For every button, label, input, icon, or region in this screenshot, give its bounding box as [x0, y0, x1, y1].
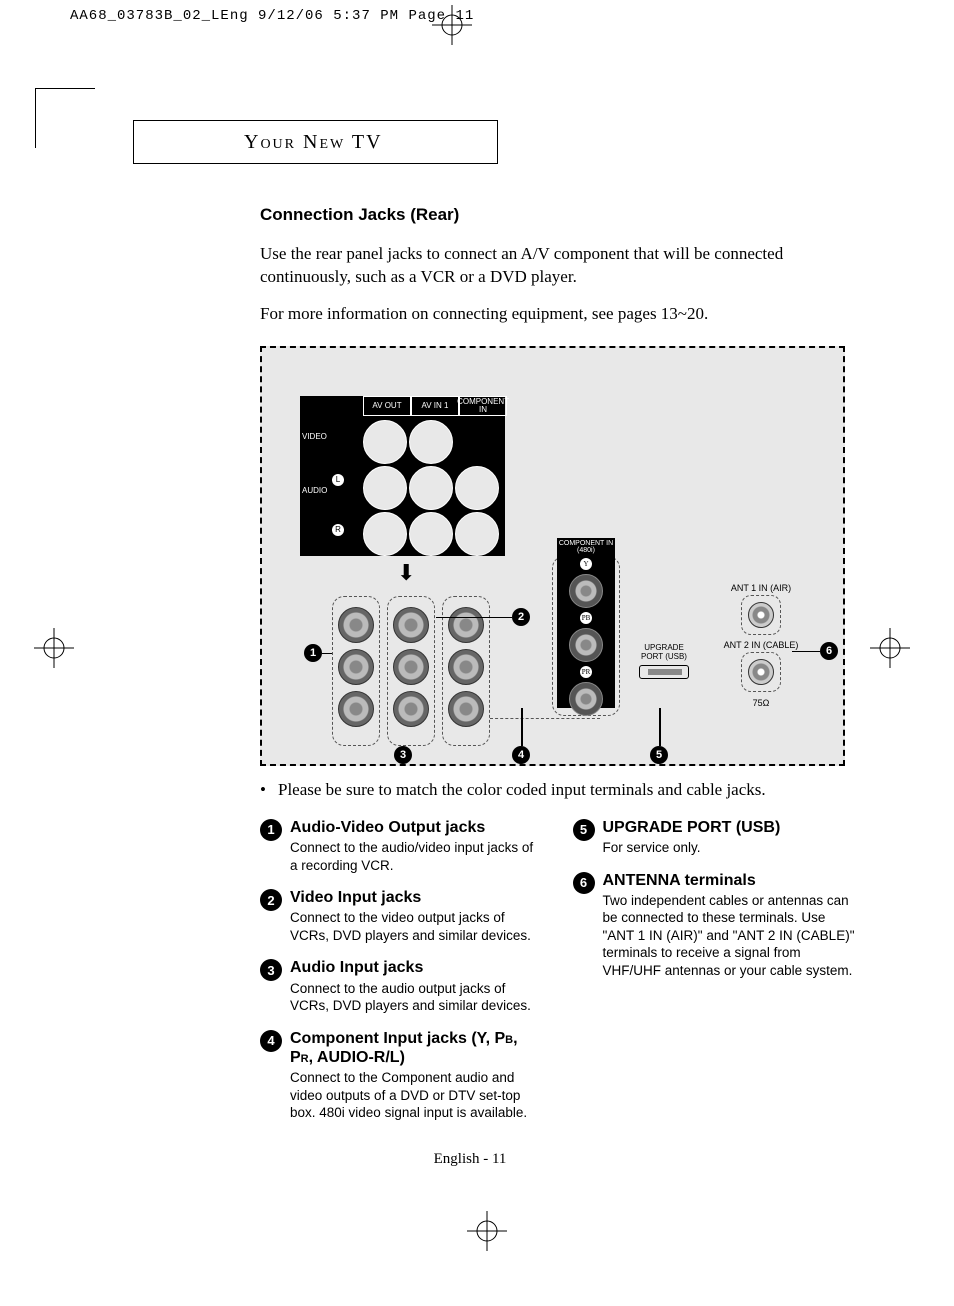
upgrade-port: UPGRADE PORT (USB)	[634, 644, 694, 680]
antenna-block: ANT 1 IN (AIR) ANT 2 IN (CABLE) 75Ω	[707, 584, 815, 724]
corner-mark	[35, 88, 95, 148]
comp-audio-group	[442, 596, 490, 746]
label-audio: AUDIO	[302, 486, 362, 495]
callout-6: 6	[820, 642, 838, 660]
registration-bottom	[467, 1211, 507, 1256]
note-line: •Please be sure to match the color coded…	[260, 780, 855, 800]
callout-2: 2	[512, 608, 530, 626]
jack	[409, 512, 453, 556]
callout-5: 5	[650, 746, 668, 764]
jack	[409, 420, 453, 464]
col-avin1: AV IN 1	[411, 396, 459, 416]
jack	[363, 420, 407, 464]
item-4-title: Component Input jacks (Y, PB, PR, AUDIO-…	[290, 1029, 543, 1067]
top-jack-panel: AV OUT AV IN 1 COMPONENT IN VIDEO L AUDI…	[300, 396, 505, 556]
registration-left	[34, 628, 74, 673]
page-footer: English - 11	[35, 1151, 905, 1168]
avin-group	[387, 596, 435, 746]
jack	[455, 466, 499, 510]
item-2: 2Video Input jacksConnect to the video o…	[260, 888, 543, 944]
intro-paragraph-1: Use the rear panel jacks to connect an A…	[260, 243, 855, 289]
callout-3: 3	[394, 746, 412, 764]
label-pr: PR	[580, 666, 592, 678]
usb-slot-icon	[639, 665, 689, 679]
label-r: R	[302, 524, 362, 536]
component-link-line	[490, 718, 600, 719]
item-3: 3Audio Input jacksConnect to the audio o…	[260, 958, 543, 1014]
callout-1: 1	[304, 644, 322, 662]
callout-4: 4	[512, 746, 530, 764]
right-column: 5UPGRADE PORT (USB)For service only. 6AN…	[573, 818, 856, 1136]
registration-right	[870, 628, 910, 673]
page-frame: Your New TV Connection Jacks (Rear) Use …	[35, 30, 905, 1250]
item-6: 6ANTENNA terminalsTwo independent cables…	[573, 871, 856, 980]
print-header: AA68_03783B_02_LEng 9/12/06 5:37 PM Page…	[70, 8, 474, 24]
jack	[409, 466, 453, 510]
jack	[363, 466, 407, 510]
label-video: VIDEO	[302, 432, 362, 441]
down-arrow-icon: ⬇	[397, 560, 415, 586]
section-title-tab: Your New TV	[133, 120, 498, 164]
intro-paragraph-2: For more information on connecting equip…	[260, 303, 855, 326]
left-column: 1Audio-Video Output jacksConnect to the …	[260, 818, 543, 1136]
component-in-block: COMPONENT IN (480i) Y PB PR	[557, 538, 615, 708]
label-l: L	[302, 474, 362, 486]
content-area: Connection Jacks (Rear) Use the rear pan…	[260, 205, 855, 1136]
jack	[363, 512, 407, 556]
col-component: COMPONENT IN	[459, 396, 507, 416]
item-5: 5UPGRADE PORT (USB)For service only.	[573, 818, 856, 857]
avout-group	[332, 596, 380, 746]
jack	[455, 512, 499, 556]
col-avout: AV OUT	[363, 396, 411, 416]
description-columns: 1Audio-Video Output jacksConnect to the …	[260, 818, 855, 1136]
rear-panel-diagram: AV OUT AV IN 1 COMPONENT IN VIDEO L AUDI…	[260, 346, 845, 766]
item-1: 1Audio-Video Output jacksConnect to the …	[260, 818, 543, 874]
label-pb: PB	[580, 612, 592, 624]
subheading: Connection Jacks (Rear)	[260, 205, 855, 225]
label-y: Y	[580, 558, 592, 570]
item-4: 4Component Input jacks (Y, PB, PR, AUDIO…	[260, 1029, 543, 1122]
